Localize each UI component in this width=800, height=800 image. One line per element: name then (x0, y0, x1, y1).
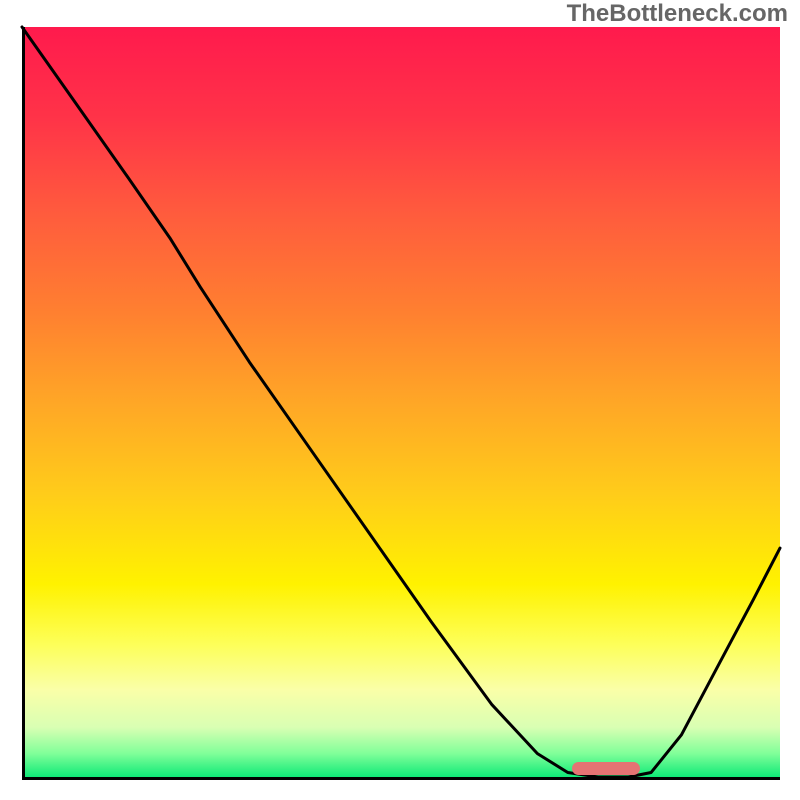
chart-axes (22, 27, 780, 780)
